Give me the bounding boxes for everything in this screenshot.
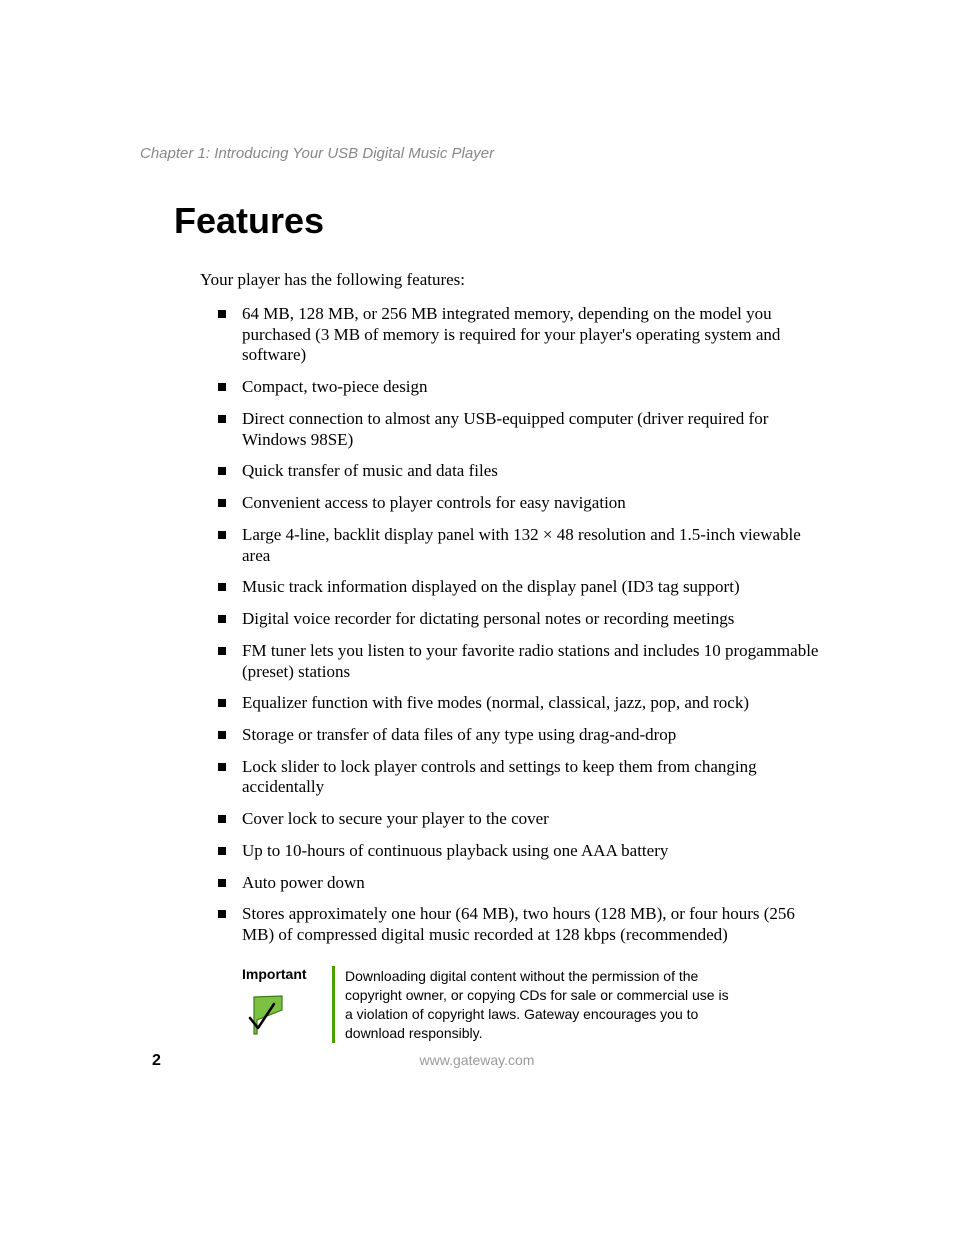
- list-item: Lock slider to lock player controls and …: [218, 757, 826, 798]
- list-item: Digital voice recorder for dictating per…: [218, 609, 826, 630]
- list-item: Large 4-line, backlit display panel with…: [218, 525, 826, 566]
- list-item: Music track information displayed on the…: [218, 577, 826, 598]
- list-item: FM tuner lets you listen to your favorit…: [218, 641, 826, 682]
- list-item: Up to 10-hours of continuous playback us…: [218, 841, 826, 862]
- section-title: Features: [174, 200, 826, 242]
- list-item: 64 MB, 128 MB, or 256 MB integrated memo…: [218, 304, 826, 366]
- important-callout: Important Downloading digital content wi…: [242, 966, 826, 1043]
- important-text: Downloading digital content without the …: [345, 966, 736, 1043]
- important-divider: [332, 966, 335, 1043]
- list-item: Convenient access to player controls for…: [218, 493, 826, 514]
- feature-list: 64 MB, 128 MB, or 256 MB integrated memo…: [218, 304, 826, 946]
- list-item: Quick transfer of music and data files: [218, 461, 826, 482]
- list-item: Equalizer function with five modes (norm…: [218, 693, 826, 714]
- list-item: Storage or transfer of data files of any…: [218, 725, 826, 746]
- list-item: Stores approximately one hour (64 MB), t…: [218, 904, 826, 945]
- checkmark-flag-icon: [248, 994, 332, 1043]
- list-item: Cover lock to secure your player to the …: [218, 809, 826, 830]
- page-footer: www.gateway.com: [0, 1052, 954, 1070]
- important-left-column: Important: [242, 966, 332, 1043]
- list-item: Compact, two-piece design: [218, 377, 826, 398]
- intro-text: Your player has the following features:: [200, 270, 826, 290]
- document-page: Chapter 1: Introducing Your USB Digital …: [0, 0, 954, 1235]
- important-label: Important: [242, 966, 332, 982]
- list-item: Auto power down: [218, 873, 826, 894]
- list-item: Direct connection to almost any USB-equi…: [218, 409, 826, 450]
- chapter-header: Chapter 1: Introducing Your USB Digital …: [140, 145, 826, 162]
- footer-url: www.gateway.com: [420, 1052, 535, 1068]
